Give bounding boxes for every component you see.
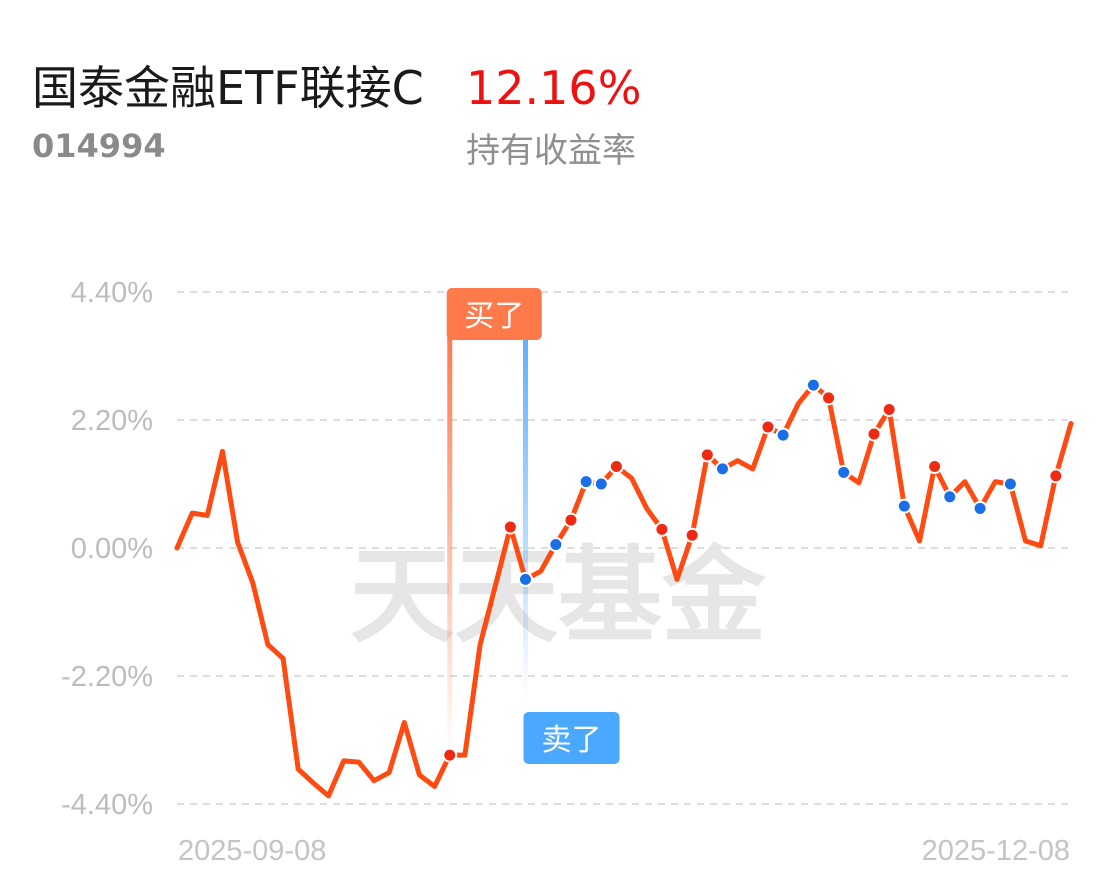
grid-lines	[177, 291, 1071, 805]
buy-tag-label: 买了	[464, 299, 524, 334]
fund-name: 国泰金融ETF联接C	[32, 61, 424, 115]
y-tick-label: 4.40%	[71, 277, 153, 309]
sell-tag-label: 卖了	[542, 723, 602, 758]
sell-marker	[518, 571, 534, 587]
fund-code: 014994	[32, 127, 166, 165]
buy-marker	[1048, 468, 1064, 484]
trade-annotations	[447, 300, 529, 756]
sell-marker	[805, 377, 821, 393]
y-tick-label: 2.20%	[71, 405, 153, 437]
buy-marker	[684, 527, 700, 543]
sell-marker	[942, 489, 958, 505]
buy-marker	[699, 447, 715, 463]
sell-marker	[714, 461, 730, 477]
holding-return-label: 持有收益率	[466, 131, 636, 171]
y-tick-label: -4.40%	[61, 789, 153, 821]
sell-marker	[836, 464, 852, 480]
sell-marker	[972, 500, 988, 516]
buy-marker	[608, 459, 624, 475]
buy-marker	[821, 390, 837, 406]
buy-guide-line	[447, 336, 453, 756]
x-label-start: 2025-09-08	[178, 835, 326, 867]
buy-marker	[654, 521, 670, 537]
buy-marker	[760, 419, 776, 435]
sell-marker	[775, 427, 791, 443]
sell-marker	[578, 474, 594, 490]
y-tick-label: 0.00%	[71, 533, 153, 565]
y-axis-ticks: 4.40% 2.20% 0.00% -2.20% -4.40%	[61, 277, 153, 821]
sell-guide-line	[523, 300, 529, 700]
series-line	[174, 382, 1074, 799]
x-label-end: 2025-12-08	[922, 835, 1070, 867]
sell-marker	[548, 537, 564, 553]
sell-tag	[523, 712, 620, 764]
trade-markers	[442, 377, 1064, 763]
sell-marker	[593, 476, 609, 492]
y-tick-label: -2.20%	[61, 661, 153, 693]
buy-marker	[502, 519, 518, 535]
buy-marker	[563, 512, 579, 528]
buy-marker	[442, 747, 458, 763]
buy-tag	[446, 288, 542, 340]
buy-marker	[927, 459, 943, 475]
buy-marker	[881, 402, 897, 418]
sell-marker	[1002, 476, 1018, 492]
sell-marker	[896, 498, 912, 514]
buy-marker	[866, 426, 882, 442]
holding-return-value: 12.16%	[466, 61, 642, 115]
watermark: 天天基金	[350, 534, 767, 657]
